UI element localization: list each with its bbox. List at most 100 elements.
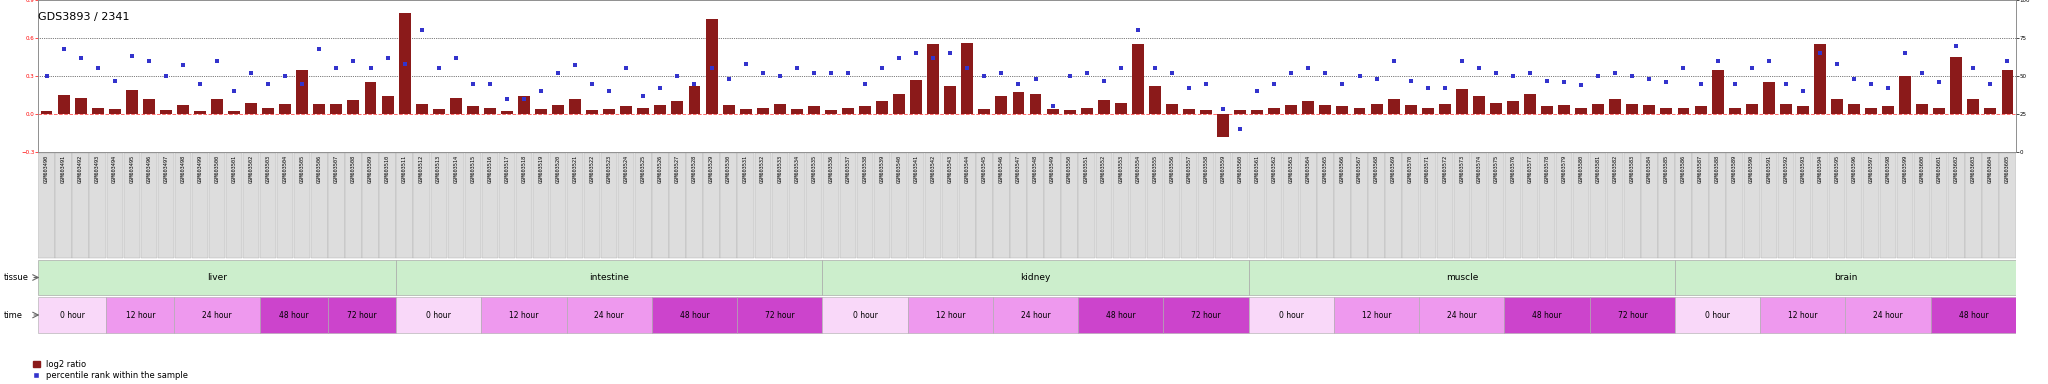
FancyBboxPatch shape	[600, 153, 616, 258]
Bar	[1200, 110, 1212, 114]
Point	[1343, 73, 1376, 79]
Point	[1872, 85, 1905, 91]
Bar	[143, 99, 156, 114]
FancyBboxPatch shape	[532, 153, 549, 258]
FancyBboxPatch shape	[1659, 153, 1675, 258]
Text: GSM603539: GSM603539	[879, 155, 885, 183]
Point	[678, 81, 711, 87]
FancyBboxPatch shape	[1077, 297, 1163, 333]
Text: GSM603525: GSM603525	[641, 155, 645, 183]
Point	[1053, 73, 1085, 79]
FancyBboxPatch shape	[1384, 153, 1401, 258]
Bar	[211, 99, 223, 114]
FancyBboxPatch shape	[1249, 297, 1333, 333]
Text: GSM603560: GSM603560	[1237, 155, 1243, 183]
FancyBboxPatch shape	[106, 297, 174, 333]
FancyBboxPatch shape	[225, 153, 242, 258]
Point	[166, 62, 199, 68]
Bar	[791, 109, 803, 114]
Text: GSM603601: GSM603601	[1937, 155, 1942, 183]
Bar	[1575, 108, 1587, 114]
Text: 72 hour: 72 hour	[1618, 311, 1647, 319]
FancyBboxPatch shape	[1335, 153, 1350, 258]
Point	[98, 78, 131, 84]
Text: 24 hour: 24 hour	[1448, 311, 1477, 319]
Point	[1446, 58, 1479, 64]
Point	[389, 61, 422, 67]
FancyBboxPatch shape	[584, 153, 600, 258]
FancyBboxPatch shape	[1182, 153, 1198, 258]
FancyBboxPatch shape	[993, 153, 1010, 258]
FancyBboxPatch shape	[1505, 153, 1522, 258]
Text: 72 hour: 72 hour	[348, 311, 377, 319]
Bar	[1456, 89, 1468, 114]
FancyBboxPatch shape	[1573, 153, 1589, 258]
FancyBboxPatch shape	[1284, 153, 1300, 258]
Bar	[621, 106, 633, 114]
Point	[1411, 85, 1444, 91]
Text: GSM603547: GSM603547	[1016, 155, 1022, 183]
Point	[1190, 81, 1223, 87]
Point	[950, 65, 983, 71]
FancyBboxPatch shape	[328, 297, 395, 333]
Bar	[432, 109, 444, 114]
FancyBboxPatch shape	[379, 153, 395, 258]
Text: GSM603508: GSM603508	[350, 155, 356, 183]
Text: 48 hour: 48 hour	[1106, 311, 1135, 319]
Bar	[518, 96, 530, 114]
Bar	[1370, 104, 1382, 114]
FancyBboxPatch shape	[754, 153, 770, 258]
Bar	[825, 110, 838, 114]
Text: GSM603505: GSM603505	[299, 155, 305, 183]
Text: GSM603541: GSM603541	[913, 155, 920, 183]
Text: GSM603592: GSM603592	[1784, 155, 1788, 183]
Text: 24 hour: 24 hour	[1020, 311, 1051, 319]
Point	[1565, 82, 1597, 88]
Point	[575, 81, 608, 87]
Bar	[1507, 101, 1520, 114]
Point	[1206, 106, 1239, 113]
Bar	[1745, 104, 1757, 114]
Point	[82, 65, 115, 71]
FancyBboxPatch shape	[1675, 297, 1759, 333]
Text: GSM603491: GSM603491	[61, 155, 66, 183]
Point	[1599, 70, 1632, 76]
Bar	[1898, 76, 1911, 114]
FancyBboxPatch shape	[651, 153, 668, 258]
FancyBboxPatch shape	[90, 153, 106, 258]
Text: GSM603522: GSM603522	[590, 155, 594, 183]
FancyBboxPatch shape	[1880, 153, 1896, 258]
Point	[1581, 73, 1614, 79]
Text: 48 hour: 48 hour	[279, 311, 309, 319]
FancyBboxPatch shape	[840, 153, 856, 258]
FancyBboxPatch shape	[1163, 153, 1180, 258]
Bar	[1694, 106, 1706, 114]
FancyBboxPatch shape	[823, 260, 1249, 295]
Text: GSM603585: GSM603585	[1663, 155, 1669, 183]
Point	[694, 65, 727, 71]
Bar	[1303, 101, 1315, 114]
FancyBboxPatch shape	[823, 153, 840, 258]
FancyBboxPatch shape	[907, 153, 924, 258]
Text: GSM603510: GSM603510	[385, 155, 389, 183]
FancyBboxPatch shape	[1522, 153, 1538, 258]
Point	[969, 73, 1001, 79]
Point	[1497, 73, 1530, 79]
Point	[1667, 65, 1700, 71]
Bar	[502, 111, 512, 114]
FancyBboxPatch shape	[295, 153, 311, 258]
Text: GSM603546: GSM603546	[999, 155, 1004, 183]
FancyBboxPatch shape	[737, 297, 823, 333]
Bar	[279, 104, 291, 114]
Text: GSM603520: GSM603520	[555, 155, 561, 183]
FancyBboxPatch shape	[328, 153, 344, 258]
FancyBboxPatch shape	[1948, 153, 1964, 258]
Point	[559, 62, 592, 68]
Text: GSM603537: GSM603537	[846, 155, 850, 183]
Text: liver: liver	[207, 273, 227, 282]
Bar	[586, 110, 598, 114]
Text: GSM603499: GSM603499	[197, 155, 203, 183]
Bar	[365, 82, 377, 114]
Bar	[227, 111, 240, 114]
Point	[1786, 88, 1819, 94]
